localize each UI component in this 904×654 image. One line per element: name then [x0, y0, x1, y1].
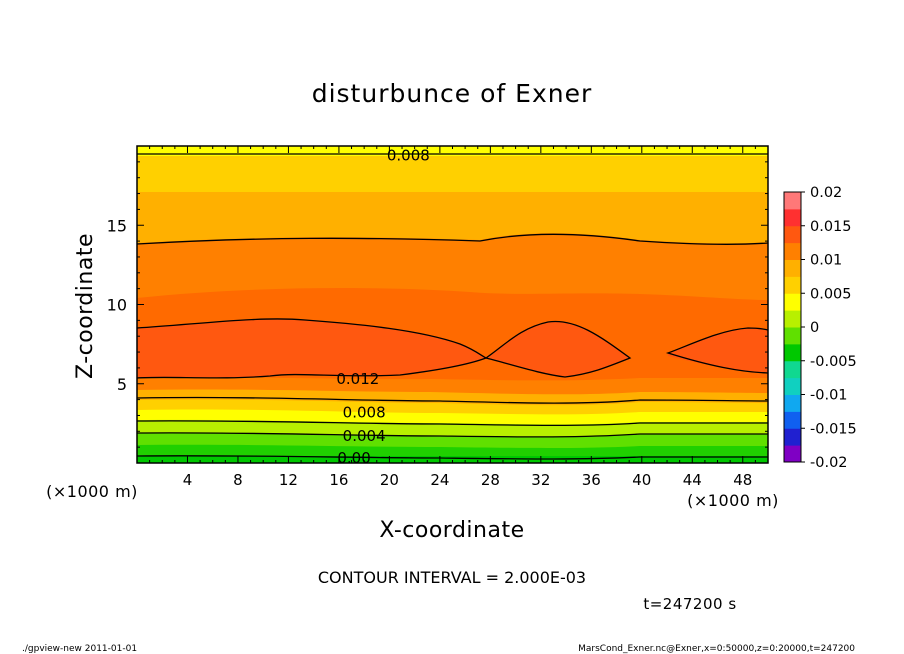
colorbar-swatch: [784, 445, 801, 463]
colorbar-swatch: [784, 377, 801, 395]
x-tick-label: 20: [380, 471, 399, 489]
colorbar-tick-label: 0.01: [810, 253, 842, 269]
x-tick-label: 12: [279, 471, 298, 489]
colorbar-tick-label: 0.02: [810, 185, 842, 201]
colorbar-swatch: [784, 310, 801, 328]
colorbar-tick-label: 0.015: [810, 219, 852, 235]
chart-title: disturbunce of Exner: [312, 79, 593, 108]
x-tick-label: 28: [481, 471, 500, 489]
x-tick-label: 44: [683, 471, 702, 489]
core-left: [137, 318, 486, 378]
colorbar-tick-label: -0.005: [810, 354, 857, 370]
footer-right: MarsCond_Exner.nc@Exner,x=0:50000,z=0:20…: [578, 644, 855, 654]
x-tick-label: 4: [183, 471, 193, 489]
x-tick-label: 40: [632, 471, 651, 489]
y-tick-label: 15: [107, 216, 127, 235]
contour-label: 0.00: [337, 449, 370, 467]
y-tick-label: 5: [117, 375, 127, 394]
colorbar-swatch: [784, 259, 801, 277]
core-right: [668, 328, 768, 373]
contour-label: 0.008: [387, 147, 430, 165]
core-middle: [486, 321, 630, 377]
contour-fill: [137, 146, 768, 463]
footer-left: ./gpview-new 2011-01-01: [22, 644, 137, 654]
colorbar-swatch: [784, 293, 801, 311]
colorbar-swatch: [784, 411, 801, 429]
y-axis-label: Z-coordinate: [73, 233, 98, 379]
x-tick-label: 16: [329, 471, 348, 489]
x-tick-label: 48: [733, 471, 752, 489]
x-tick-label: 36: [582, 471, 601, 489]
band-top-yellow: [137, 146, 768, 156]
y-axis: 5 10 15: [107, 145, 768, 464]
colorbar-swatch: [784, 208, 801, 227]
x-unit-left: (×1000 m): [46, 482, 138, 501]
colorbar-tick-label: -0.01: [810, 388, 848, 404]
x-tick-label: 8: [233, 471, 243, 489]
colorbar-swatch: [784, 394, 801, 412]
x-axis-label: X-coordinate: [379, 518, 524, 543]
colorbar-swatch: [784, 343, 801, 362]
x-tick-label: 24: [430, 471, 449, 489]
contour-label: 0.008: [343, 403, 386, 421]
contour-interval: CONTOUR INTERVAL = 2.000E-03: [318, 568, 586, 587]
x-unit-right: (×1000 m): [687, 491, 779, 510]
colorbar-tick-label: 0.005: [810, 286, 852, 302]
colorbar: 0.02 0.015 0.01 0.005 0 -0.005 -0.01 -0.015 -0.0…: [783, 185, 857, 471]
colorbar-swatch: [784, 242, 801, 260]
x-tick-label: 32: [531, 471, 550, 489]
colorbar-swatch: [784, 360, 801, 379]
colorbar-swatch: [784, 276, 801, 294]
contour-lines: [137, 153, 768, 460]
colorbar-tick-label: -0.015: [810, 421, 857, 437]
colorbar-swatch: [784, 225, 801, 244]
x-axis: 4 8 12 16 20 24 28 32 36 40 44 48: [136, 146, 769, 489]
colorbar-tick-label: -0.02: [810, 455, 848, 471]
contour-labels: 0.008 0.012 0.008 0.004 0.00: [336, 147, 430, 468]
contour-label: 0.004: [343, 427, 386, 445]
colorbar-swatch: [784, 428, 801, 446]
colorbar-swatch: [784, 327, 801, 345]
time-label: t=247200 s: [643, 595, 736, 613]
colorbar-swatch: [784, 192, 801, 210]
colorbar-tick-label: 0: [810, 320, 819, 336]
y-tick-label: 10: [107, 296, 127, 315]
contour-label: 0.012: [336, 370, 379, 388]
